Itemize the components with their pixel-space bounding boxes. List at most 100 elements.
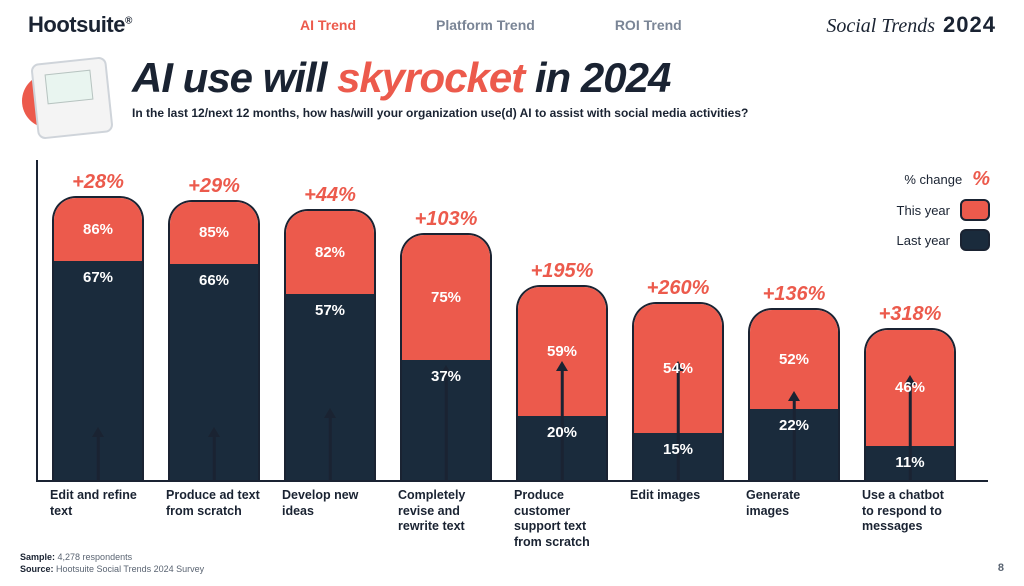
title-accent: skyrocket [337,54,524,101]
bar-column: +28% 86% 67% [50,171,146,480]
title-row: AI use will skyrocket in 2024 In the las… [0,46,1024,148]
bar-value-this-year: 86% [83,221,113,238]
bar: 75% 37% [400,233,492,481]
bar-value-this-year: 54% [663,360,693,377]
change-label: +260% [647,277,710,300]
bar-value-this-year: 75% [431,289,461,306]
title-pre: AI use will [132,54,337,101]
bar-segment-this-year: 82% [286,211,374,294]
arrow-shaft-icon [677,371,680,480]
bar-value-last-year: 15% [663,433,693,458]
change-label: +29% [188,175,240,198]
arrow-head-icon [92,427,104,437]
bar-segment-last-year: 37% [402,360,490,480]
bar-value-this-year: 46% [895,379,925,396]
arrow-head-icon [208,427,220,437]
footnote-sample-label: Sample: [20,552,55,562]
bar-column: +260% 54% 15% [630,277,726,480]
category-label: Generate images [746,488,842,551]
category-label: Edit images [630,488,726,551]
tab-ai-trend[interactable]: AI Trend [300,17,356,33]
bar-value-last-year: 11% [895,446,924,471]
title-illustration [28,56,114,142]
category-label: Develop new ideas [282,488,378,551]
right-brand: Social Trends 2024 [826,12,996,38]
bar-value-last-year: 67% [83,261,113,286]
arrow-shaft-icon [97,437,100,480]
bar-segment-this-year: 86% [54,198,142,261]
brand-text: Hootsuite [28,12,125,37]
arrow-head-icon [556,361,568,371]
tab-platform-trend[interactable]: Platform Trend [436,17,535,33]
bar-column: +29%85%66% [166,175,262,481]
bars-container: +28%86%67%+29%85%66%+44%82%57%+103%75%37… [50,160,988,480]
right-brand-year: 2024 [943,12,996,38]
bar-value-last-year: 37% [431,360,461,385]
category-label: Completely revise and rewrite text [398,488,494,551]
bar: 59% 20% [516,285,608,480]
footnote-source-label: Source: [20,564,54,574]
footnote-source: Source: Hootsuite Social Trends 2024 Sur… [20,563,204,576]
arrow-shaft-icon [213,437,216,480]
category-label: Produce customer support text from scrat… [514,488,610,551]
bar-segment-last-year: 66% [170,264,258,480]
category-labels: Edit and refine text Produce ad text from… [50,488,988,551]
tab-roi-trend[interactable]: ROI Trend [615,17,682,33]
bar-segment-last-year: 20% [518,416,606,480]
bar-value-this-year: 82% [315,244,345,261]
bar-column: +136% 52% 22% [746,283,842,480]
bar-segment-this-year: 75% [402,235,490,360]
bar: 86% 67% [52,196,144,480]
right-brand-title: Social Trends [826,15,935,38]
bar: 46% 11% [864,328,956,480]
change-label: +136% [763,283,826,306]
bar-chart: +28%86%67%+29%85%66%+44%82%57%+103%75%37… [36,160,988,482]
change-label: +28% [72,171,124,194]
change-label: +318% [879,303,942,326]
bar-column: +318% 46% 11% [862,303,958,480]
arrow-shaft-icon [445,375,448,480]
bar-value-last-year: 57% [315,294,345,319]
bar-segment-last-year: 22% [750,409,838,480]
page-number: 8 [998,562,1004,574]
x-axis [36,480,988,482]
bar-column: +195% 59% 20% [514,260,610,480]
arrow-head-icon [788,391,800,401]
change-label: +103% [415,208,478,231]
change-label: +195% [531,260,594,283]
bar-value-last-year: 20% [547,416,577,441]
category-label: Produce ad text from scratch [166,488,262,551]
bar-segment-last-year: 11% [866,446,954,480]
footnote-sample-value: 4,278 respondents [58,552,133,562]
bar-segment-last-year: 67% [54,261,142,480]
category-label: Use a chatbot to respond to messages [862,488,958,551]
bar-column: +44% 82% 57% [282,184,378,480]
y-axis [36,160,38,480]
bar: 82% 57% [284,209,376,480]
footnotes: Sample: 4,278 respondents Source: Hootsu… [20,551,204,576]
arrow-shaft-icon [329,418,332,481]
brand-mark: ® [125,16,132,27]
bar-value-this-year: 59% [547,343,577,360]
device-screen-icon [45,70,94,105]
tab-strip: AI Trend Platform Trend ROI Trend [300,17,682,33]
change-label: +44% [304,184,356,207]
bar: 54% 15% [632,302,724,480]
bar: 85%66% [168,200,260,481]
bar-value-last-year: 22% [779,409,809,434]
footnote-sample: Sample: 4,278 respondents [20,551,204,564]
bar-value-last-year: 66% [199,264,229,289]
bar-column: +103% 75% 37% [398,208,494,481]
header-bar: Hootsuite® AI Trend Platform Trend ROI T… [0,0,1024,46]
bar-value-this-year: 52% [779,351,809,368]
bar-segment-this-year: 85% [170,202,258,265]
arrow-head-icon [324,408,336,418]
title-post: in 2024 [524,54,670,101]
category-label: Edit and refine text [50,488,146,551]
page-subtitle: In the last 12/next 12 months, how has/w… [132,106,748,120]
title-text-block: AI use will skyrocket in 2024 In the las… [132,56,748,120]
bar-segment-last-year: 57% [286,294,374,480]
bar-segment-last-year: 15% [634,433,722,481]
bar: 52% 22% [748,308,840,480]
footnote-source-value: Hootsuite Social Trends 2024 Survey [56,564,204,574]
